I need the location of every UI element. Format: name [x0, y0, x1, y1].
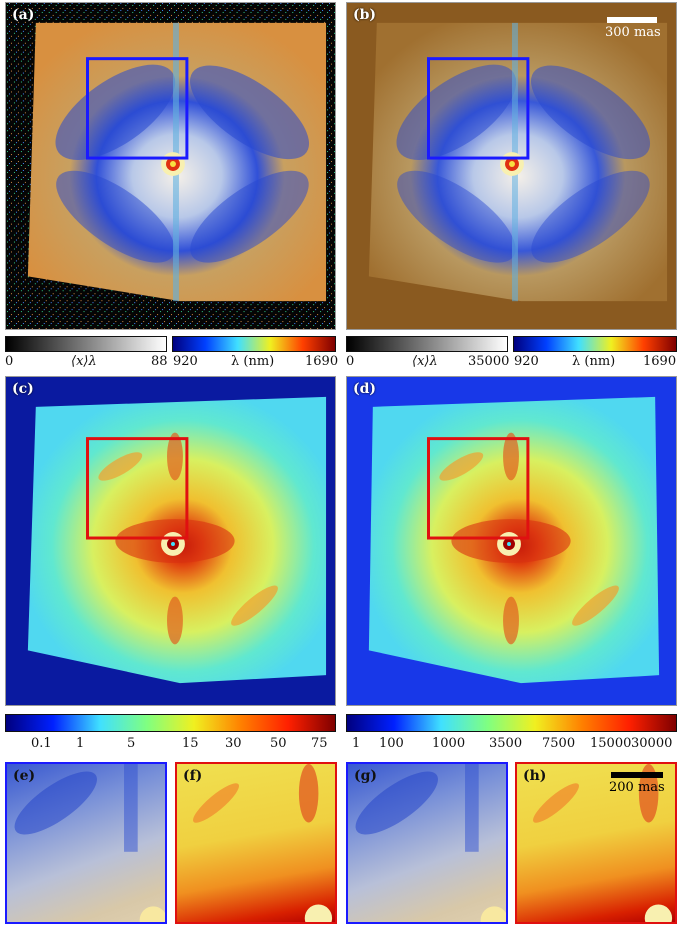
panel-g-image: (g): [346, 762, 508, 924]
panel-a-label: (a): [12, 7, 35, 23]
panel-b-label: (b): [353, 7, 377, 23]
colorbar-c-tick-7: 75: [311, 736, 328, 751]
colorbar-a-lambda-min: 920: [173, 354, 198, 369]
colorbar-c: [5, 714, 336, 732]
panel-d-label: (d): [353, 381, 377, 397]
colorbar-d-tick-3: 1000: [432, 736, 466, 751]
colorbar-b-gray-max: 35000: [468, 354, 510, 369]
colorbar-c-tick-1: 0.1: [31, 736, 52, 751]
colorbar-d: [346, 714, 677, 732]
panel-c-label: (c): [12, 381, 34, 397]
panel-h-image: (h) 200 mas: [515, 762, 677, 924]
colorbar-d-tick-6: 15000: [590, 736, 632, 751]
colorbar-a-lambda-max: 1690: [305, 354, 339, 369]
colorbar-c-tick-6: 50: [270, 736, 287, 751]
colorbar-b-lambda-min: 920: [514, 354, 539, 369]
colorbar-b-lambda-max: 1690: [643, 354, 677, 369]
colorbar-a-gray: [5, 336, 167, 352]
panel-h-label: (h): [523, 768, 547, 784]
colorbar-d-tick-2: 100: [379, 736, 404, 751]
colorbar-a-gray-label: ⟨x⟩λ: [71, 354, 97, 369]
colorbar-c-tick-3: 5: [127, 736, 136, 751]
colorbar-c-tick-5: 30: [225, 736, 242, 751]
colorbar-b-lambda-label: λ (nm): [572, 354, 616, 369]
colorbar-a-gray-max: 88: [151, 354, 168, 369]
panel-f-image: (f): [175, 762, 337, 924]
colorbar-b-gray-label: ⟨x⟩λ: [412, 354, 438, 369]
colorbar-d-tick-7: 30000: [631, 736, 673, 751]
colorbar-b-lambda: [513, 336, 677, 352]
colorbar-d-tick-4: 3500: [489, 736, 523, 751]
scale-bar-bottom-label: 200 mas: [609, 780, 665, 795]
panel-g-label: (g): [354, 768, 378, 784]
colorbar-a-gray-min: 0: [5, 354, 14, 369]
scale-bar-top-label: 300 mas: [605, 25, 661, 40]
colorbar-c-tick-4: 15: [182, 736, 199, 751]
panel-d-image: (d): [346, 376, 677, 706]
panel-e-image: (e): [5, 762, 167, 924]
colorbar-d-tick-1: 1: [352, 736, 361, 751]
panel-c-image: (c): [5, 376, 336, 706]
colorbar-a-lambda: [172, 336, 336, 352]
panel-e-label: (e): [13, 768, 36, 784]
colorbar-b-gray: [346, 336, 508, 352]
colorbar-c-tick-2: 1: [76, 736, 85, 751]
colorbar-a-lambda-label: λ (nm): [231, 354, 275, 369]
panel-b-image: (b) 300 mas: [346, 2, 677, 330]
panel-a-image: (a): [5, 2, 336, 330]
colorbar-b-gray-min: 0: [346, 354, 355, 369]
panel-f-label: (f): [183, 768, 203, 784]
colorbar-d-tick-5: 7500: [542, 736, 576, 751]
scale-bar-top: [607, 17, 657, 23]
scale-bar-bottom: [611, 772, 663, 778]
